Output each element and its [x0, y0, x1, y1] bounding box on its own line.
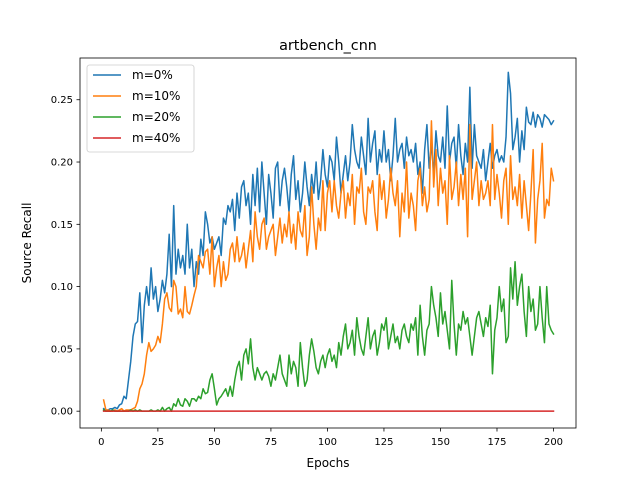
x-tick-label: 100	[318, 437, 337, 448]
series-line-1	[102, 71, 555, 411]
series-layer	[102, 71, 555, 412]
axes-frame	[79, 57, 577, 429]
x-tick-label: 75	[265, 437, 278, 448]
legend-label-4: m=40%	[132, 131, 180, 145]
y-tick-label: 0.05	[51, 344, 73, 355]
x-tick-label: 25	[152, 437, 165, 448]
y-axis-ticks: 0.00 0.05 0.10 0.15 0.20 0.25	[51, 95, 80, 418]
legend-box	[86, 64, 195, 153]
y-tick-label: 0.20	[51, 158, 73, 169]
y-tick-label: 0.15	[51, 220, 73, 231]
x-axis-label: Epochs	[307, 456, 350, 470]
x-tick-label: 200	[544, 437, 563, 448]
legend-label-1: m=0%	[132, 68, 173, 82]
x-tick-label: 50	[208, 437, 221, 448]
x-tick-label: 150	[431, 437, 450, 448]
legend: m=0% m=10% m=20% m=40%	[86, 64, 195, 153]
x-axis-ticks: 0 25 50 75 100 125 150 175 200	[98, 428, 563, 448]
series-line-3	[102, 260, 555, 412]
y-tick-label: 0.00	[51, 407, 73, 418]
y-tick-label: 0.25	[51, 95, 73, 106]
x-tick-label: 125	[374, 437, 393, 448]
x-tick-label: 0	[98, 437, 104, 448]
series-line-2	[102, 120, 555, 412]
x-tick-label: 175	[487, 437, 506, 448]
legend-label-3: m=20%	[132, 110, 180, 124]
y-tick-label: 0.10	[51, 282, 73, 293]
legend-label-2: m=10%	[132, 89, 180, 103]
chart-title: artbench_cnn	[279, 38, 377, 54]
y-axis-label: Source Recall	[20, 203, 34, 284]
